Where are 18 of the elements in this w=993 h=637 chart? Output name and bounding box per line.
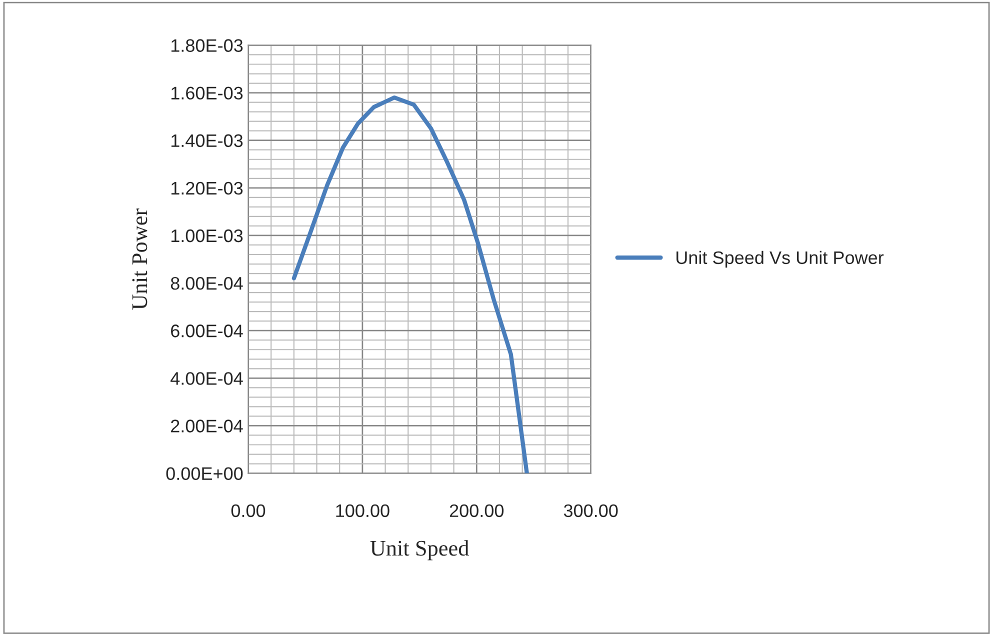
y-tick-label: 1.60E-03	[171, 86, 243, 100]
line-series	[292, 95, 529, 474]
y-axis-title: Unit Power	[132, 208, 148, 310]
y-tick-label: 0.00E+00	[166, 467, 243, 480]
y-tick-label: 1.00E-03	[171, 229, 243, 242]
legend-label: Unit Speed Vs Unit Power	[676, 250, 884, 268]
x-tick-label: 0.00	[231, 504, 266, 518]
y-tick-label: 1.80E-03	[171, 39, 243, 52]
y-tick-label: 6.00E-04	[171, 324, 243, 338]
y-tick-label: 8.00E-04	[170, 276, 243, 290]
x-axis-title: Unit Speed	[370, 540, 469, 560]
y-tick-label: 1.20E-03	[171, 182, 243, 195]
x-tick-label: 100.00	[336, 504, 390, 518]
x-tick-label: 300.00	[564, 504, 618, 518]
x-tick-label: 200.00	[450, 504, 504, 518]
y-tick-label: 1.40E-03	[171, 134, 243, 148]
y-tick-label: 4.00E-04	[170, 372, 243, 385]
y-tick-label: 2.00E-04	[171, 420, 243, 432]
